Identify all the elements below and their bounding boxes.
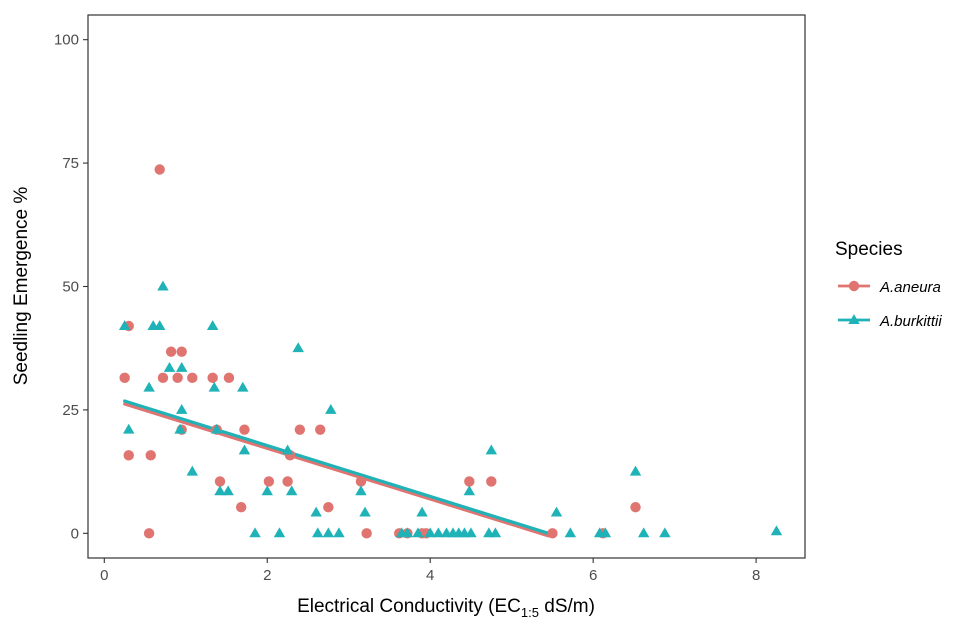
- data-point-burkittii: [186, 465, 199, 476]
- data-point-burkittii: [659, 527, 671, 538]
- data-point-aneura: [223, 372, 235, 384]
- data-point-burkittii: [325, 403, 337, 414]
- y-axis-title: Seedling Emergence %: [11, 187, 32, 386]
- data-point-burkittii: [214, 485, 226, 496]
- data-point-burkittii: [174, 423, 186, 434]
- data-point-aneura: [282, 476, 293, 487]
- data-point-burkittii: [489, 527, 502, 538]
- trend-lines: [123, 399, 550, 538]
- data-points: [118, 164, 783, 539]
- data-point-aneura: [355, 476, 367, 487]
- data-point-aneura: [630, 501, 641, 513]
- data-point-burkittii: [281, 444, 294, 455]
- data-point-aneura: [239, 424, 250, 435]
- data-point-burkittii: [333, 527, 345, 538]
- plot-panel: [87, 14, 806, 559]
- data-point-burkittii: [175, 403, 188, 414]
- data-point-burkittii: [424, 527, 436, 538]
- data-point-aneura: [143, 528, 155, 539]
- data-point-burkittii: [292, 342, 304, 353]
- legend-label-aneura: A.aneura: [879, 279, 941, 296]
- data-point-burkittii: [285, 485, 298, 496]
- data-point-burkittii: [310, 506, 322, 517]
- data-point-aneura: [464, 476, 475, 487]
- data-point-burkittii: [550, 506, 563, 517]
- data-point-burkittii: [463, 485, 476, 496]
- data-point-aneura: [547, 528, 558, 539]
- data-point-burkittii: [237, 381, 249, 392]
- data-point-burkittii: [206, 320, 219, 330]
- y-tick-label: 25: [62, 402, 79, 419]
- data-point-aneura: [294, 424, 306, 435]
- data-point-burkittii: [564, 527, 577, 538]
- trend-line-burkittii: [123, 399, 550, 535]
- data-point-burkittii: [175, 362, 188, 372]
- data-point-aneura: [214, 476, 226, 487]
- data-point-burkittii: [355, 485, 367, 496]
- legend-key-marker-burkittii: [848, 314, 860, 324]
- data-point-burkittii: [401, 527, 414, 538]
- data-point-aneura: [235, 501, 247, 513]
- data-point-aneura: [263, 476, 275, 487]
- data-point-aneura: [361, 528, 372, 539]
- data-point-burkittii: [465, 527, 477, 538]
- data-point-burkittii: [599, 527, 612, 538]
- data-point-aneura: [207, 372, 218, 384]
- data-point-burkittii: [238, 444, 251, 455]
- x-tick-label: 4: [426, 567, 434, 584]
- axis-ticks: 0 2 4 6 8 0 25 50 75 100: [54, 32, 760, 584]
- data-point-burkittii: [222, 485, 234, 496]
- data-point-aneura: [323, 501, 334, 513]
- legend-label-burkittii: A.burkittii: [879, 313, 942, 330]
- y-tick-label: 0: [71, 525, 79, 542]
- x-tick-label: 6: [589, 567, 597, 584]
- data-point-burkittii: [163, 362, 176, 372]
- data-point-aneura: [145, 450, 156, 461]
- data-point-aneura: [119, 372, 130, 384]
- y-tick-label: 50: [62, 279, 79, 296]
- x-tick-label: 2: [263, 567, 271, 584]
- data-point-burkittii: [153, 320, 166, 330]
- legend-title: Species: [835, 239, 903, 260]
- data-point-burkittii: [208, 381, 221, 392]
- data-point-aneura: [172, 372, 183, 384]
- data-point-burkittii: [143, 381, 155, 392]
- data-point-burkittii: [770, 525, 783, 536]
- x-tick-label: 0: [100, 567, 108, 584]
- legend-keys: [838, 280, 870, 324]
- data-point-burkittii: [485, 444, 498, 455]
- data-point-burkittii: [211, 423, 223, 434]
- data-point-burkittii: [412, 527, 424, 538]
- data-point-aneura: [123, 450, 134, 461]
- trend-line-aneura: [123, 402, 550, 538]
- data-point-burkittii: [261, 485, 273, 496]
- data-point-burkittii: [629, 465, 642, 476]
- legend: Species A.aneura A.burkittii: [835, 239, 942, 330]
- legend-key-marker-aneura: [848, 280, 860, 292]
- data-point-burkittii: [432, 527, 445, 538]
- data-point-aneura: [315, 424, 326, 435]
- data-point-burkittii: [118, 320, 131, 330]
- y-tick-label: 100: [54, 32, 79, 49]
- data-point-burkittii: [637, 527, 650, 538]
- data-point-burkittii: [359, 506, 371, 517]
- data-point-burkittii: [273, 527, 286, 538]
- data-point-burkittii: [157, 280, 169, 291]
- data-point-burkittii: [416, 506, 428, 517]
- data-point-burkittii: [312, 527, 324, 538]
- data-point-burkittii: [249, 527, 261, 538]
- y-tick-label: 75: [62, 155, 79, 172]
- data-point-burkittii: [123, 423, 135, 434]
- x-tick-label: 8: [752, 567, 760, 584]
- data-point-burkittii: [322, 527, 335, 538]
- data-point-aneura: [187, 372, 198, 384]
- data-point-aneura: [486, 476, 497, 487]
- data-point-aneura: [176, 346, 187, 357]
- data-point-aneura: [165, 346, 177, 357]
- data-point-aneura: [157, 372, 169, 384]
- data-point-aneura: [154, 164, 165, 175]
- x-axis-title: Electrical Conductivity (EC1:5 dS/m): [297, 596, 595, 620]
